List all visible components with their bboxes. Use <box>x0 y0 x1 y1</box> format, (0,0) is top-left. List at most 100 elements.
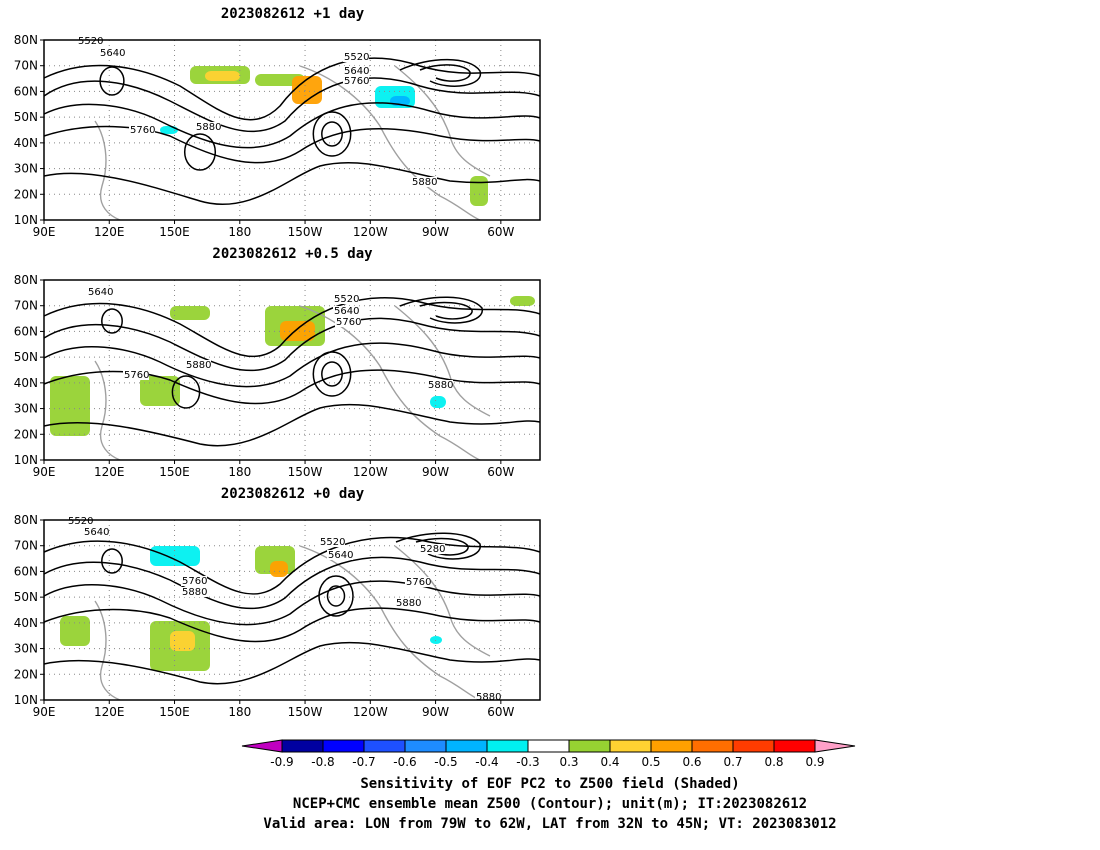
lon-tick-label: 60W <box>487 705 514 719</box>
lat-tick-label: 60N <box>14 564 38 578</box>
colorbar-box <box>650 739 693 753</box>
contour-label-bg <box>195 122 221 132</box>
colorbar-box <box>527 739 570 753</box>
colorbar-box <box>363 739 406 753</box>
colorbar-tick-label: -0.8 <box>311 755 334 769</box>
lat-tick-label: 70N <box>14 299 38 313</box>
contour-label-bg <box>67 516 93 526</box>
contour-label-bg <box>427 380 453 390</box>
contour-label-bg <box>181 587 207 597</box>
contour-label-bg <box>319 537 345 547</box>
contour-label-bg <box>327 550 353 560</box>
contour-label: 5520 <box>68 516 93 527</box>
colorbar-tick-label: 0.5 <box>641 755 660 769</box>
coastline <box>94 360 121 461</box>
sensitivity-shade <box>170 631 195 651</box>
contour-label: 5640 <box>88 287 113 298</box>
closed-contour <box>321 121 343 147</box>
lat-tick-label: 80N <box>14 33 38 47</box>
lon-tick-label: 120W <box>353 465 388 479</box>
closed-contour <box>326 585 346 607</box>
sensitivity-shade <box>170 306 210 320</box>
sensitivity-shade <box>160 126 178 134</box>
z500-contour <box>419 64 471 82</box>
contour-label: 5760 <box>182 576 207 587</box>
sensitivity-shade <box>140 376 180 406</box>
lat-tick-label: 30N <box>14 402 38 416</box>
lat-tick-label: 40N <box>14 616 38 630</box>
colorbar-box <box>732 739 775 753</box>
lat-tick-label: 10N <box>14 693 38 707</box>
contour-label-bg <box>123 370 149 380</box>
coastline <box>394 65 491 177</box>
sensitivity-shade <box>60 616 90 646</box>
lon-tick-label: 90E <box>33 705 56 719</box>
lat-tick-label: 50N <box>14 590 38 604</box>
contour-label-bg <box>411 177 437 187</box>
lon-tick-label: 150E <box>159 465 190 479</box>
contour-label: 5760 <box>344 76 369 87</box>
panel-1-title: 2023082612 +1 day <box>220 6 365 22</box>
lon-tick-label: 90W <box>422 705 449 719</box>
contour-label-bg <box>333 294 359 304</box>
lat-tick-label: 80N <box>14 273 38 287</box>
contour-label: 5880 <box>186 360 211 371</box>
contour-label: 5640 <box>328 550 353 561</box>
lon-tick-label: 150E <box>159 705 190 719</box>
lat-tick-label: 30N <box>14 642 38 656</box>
lon-tick-label: 180 <box>228 705 251 719</box>
lon-tick-label: 180 <box>228 225 251 239</box>
map-panel-2: 564055205640576057605880588080N70N60N50N… <box>14 273 541 479</box>
lat-tick-label: 60N <box>14 324 38 338</box>
lat-tick-label: 50N <box>14 110 38 124</box>
z500-contour <box>43 641 541 685</box>
z500-contour <box>399 296 483 324</box>
z500-contour <box>43 297 541 358</box>
contour-label-bg <box>395 598 421 608</box>
contour-label-bg <box>77 36 103 46</box>
colorbar-tick-label: 0.6 <box>682 755 701 769</box>
map-frame <box>43 519 541 701</box>
caption-line-3: Valid area: LON from 79W to 62W, LAT fro… <box>263 816 837 832</box>
colorbar-box <box>773 739 816 753</box>
colorbar-tick-label: 0.9 <box>805 755 824 769</box>
z500-contour <box>43 556 541 610</box>
lon-tick-label: 120E <box>94 225 125 239</box>
colorbar-box <box>486 739 529 753</box>
sensitivity-shade <box>470 176 488 206</box>
lon-tick-label: 60W <box>487 225 514 239</box>
sensitivity-shade <box>430 396 446 408</box>
contour-label-bg <box>185 360 211 370</box>
colorbar-box <box>322 739 365 753</box>
lon-tick-label: 150W <box>288 225 323 239</box>
contour-label-bg <box>87 287 113 297</box>
contour-label: 5520 <box>334 294 359 305</box>
lon-tick-label: 180 <box>228 465 251 479</box>
closed-contour <box>312 111 352 157</box>
contour-label: 5520 <box>78 36 103 47</box>
map-panel-3: 5520564055205640528057605880576058805880… <box>14 513 541 719</box>
contour-label: 5880 <box>182 587 207 598</box>
coastline <box>94 600 121 701</box>
z500-contour <box>43 403 541 447</box>
contour-label: 5760 <box>406 577 431 588</box>
z500-contour <box>43 102 541 149</box>
contour-label: 5520 <box>344 52 369 63</box>
lon-tick-label: 150W <box>288 705 323 719</box>
closed-contour <box>101 308 123 334</box>
closed-contour <box>318 575 354 617</box>
colorbar-tick-label: -0.9 <box>270 755 293 769</box>
sensitivity-shade <box>510 296 535 306</box>
contour-label: 5280 <box>420 544 445 555</box>
lat-tick-label: 70N <box>14 59 38 73</box>
contour-label-bg <box>335 317 361 327</box>
colorbar-tick-label: 0.7 <box>723 755 742 769</box>
lon-tick-label: 90W <box>422 225 449 239</box>
closed-contour <box>321 361 343 387</box>
lat-tick-label: 20N <box>14 187 38 201</box>
lon-tick-label: 90E <box>33 225 56 239</box>
closed-contour <box>99 66 125 96</box>
coastline <box>94 120 121 221</box>
z500-contour <box>43 57 541 121</box>
colorbar-box <box>609 739 652 753</box>
